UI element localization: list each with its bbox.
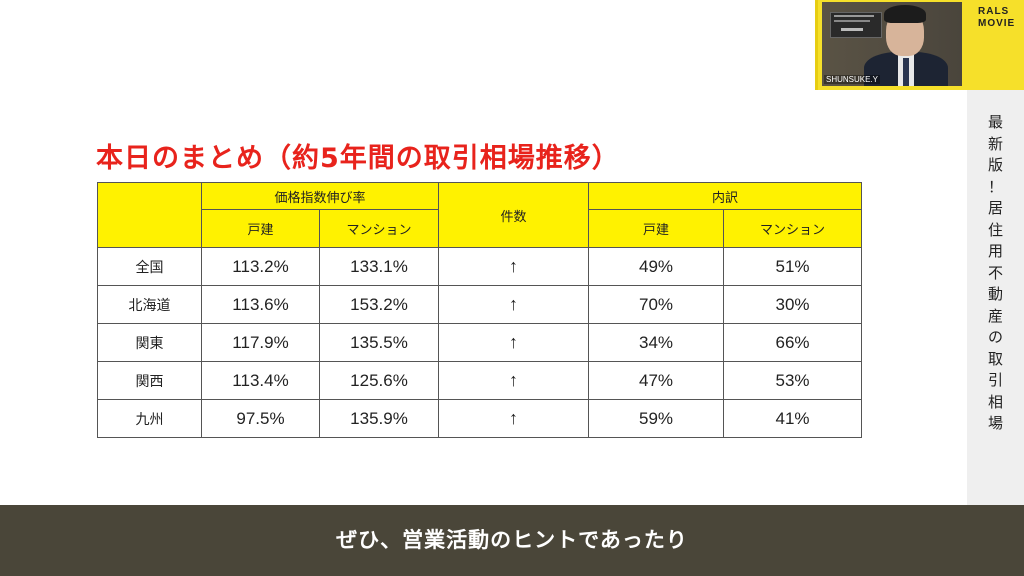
header-price-index: 価格指数伸び率 — [200, 182, 440, 210]
mansion-index-cell: 153.2% — [318, 285, 440, 324]
vertical-title-char: 最 — [987, 113, 1003, 131]
mansion-index-cell: 133.1% — [318, 247, 440, 286]
detached-share-cell: 70% — [588, 285, 725, 324]
presenter-tie — [903, 58, 909, 86]
header-detached-share: 戸建 — [588, 209, 725, 248]
vertical-title-char: 取 — [987, 349, 1003, 368]
caption-text: ぜひ、営業活動のヒントであったり — [336, 528, 688, 552]
vertical-title-char: 相 — [987, 392, 1003, 411]
detached-share-cell: 47% — [588, 361, 725, 400]
region-cell: 関西 — [97, 361, 202, 400]
detached-index-cell: 113.2% — [201, 247, 320, 286]
detached-index-cell: 113.6% — [201, 285, 320, 324]
count-trend-cell: ↑ — [438, 323, 590, 362]
vertical-title-char: の — [987, 328, 1003, 346]
vertical-title-char: 場 — [987, 414, 1003, 432]
vertical-title-char: 用 — [987, 242, 1003, 260]
count-trend-cell: ↑ — [438, 285, 590, 324]
detached-index-cell: 97.5% — [201, 399, 320, 438]
region-cell: 九州 — [97, 399, 202, 438]
mansion-share-cell: 53% — [723, 361, 863, 400]
mansion-index-cell: 135.9% — [318, 399, 440, 438]
header-breakdown: 内訳 — [588, 182, 863, 210]
table-row: 北海道 113.6% 153.2% ↑ 70% 30% — [97, 285, 863, 324]
mansion-share-cell: 51% — [723, 247, 863, 286]
vertical-title-char: 版 — [987, 156, 1003, 174]
vertical-title-char: 動 — [987, 285, 1003, 303]
detached-share-cell: 49% — [588, 247, 725, 286]
vertical-title-char: ！ — [987, 177, 1003, 196]
table-row: 関東 117.9% 135.5% ↑ 34% 66% — [97, 323, 863, 362]
mansion-index-cell: 125.6% — [318, 361, 440, 400]
vertical-title-char: 引 — [987, 371, 1003, 389]
header-mansion: マンション — [318, 209, 440, 248]
count-trend-cell: ↑ — [438, 361, 590, 400]
count-trend-cell: ↑ — [438, 399, 590, 438]
table-header-row-1: 価格指数伸び率 件数 内訳 — [97, 182, 863, 248]
logo-line-1: RALS — [978, 6, 1010, 17]
summary-table: 価格指数伸び率 件数 内訳 戸建 マンション 戸建 マンション 全国 113.2… — [97, 182, 863, 438]
slide-title: 本日のまとめ（約5年間の取引相場推移） — [96, 143, 620, 174]
vertical-title-sidebar: 最 新 版 ！ 居 住 用 不 動 産 の 取 引 相 場 — [967, 90, 1024, 505]
detached-share-cell: 59% — [588, 399, 725, 438]
mansion-share-cell: 30% — [723, 285, 863, 324]
header-corner-cell — [97, 182, 202, 248]
header-detached: 戸建 — [201, 209, 320, 248]
table-header-row-2: 戸建 マンション 戸建 マンション — [98, 209, 863, 248]
vertical-title-char: 新 — [987, 134, 1003, 153]
header-mansion-share: マンション — [723, 209, 863, 248]
mansion-share-cell: 66% — [723, 323, 863, 362]
region-cell: 北海道 — [97, 285, 202, 324]
wall-sign — [830, 12, 882, 38]
table-row: 九州 97.5% 135.9% ↑ 59% 41% — [97, 399, 863, 438]
vertical-title-char: 産 — [987, 306, 1003, 325]
table-row: 全国 113.2% 133.1% ↑ 49% 51% — [97, 247, 863, 286]
count-trend-cell: ↑ — [438, 247, 590, 286]
slide-area: 本日のまとめ（約5年間の取引相場推移） 価格指数伸び率 件数 内訳 戸建 マンシ… — [96, 143, 863, 438]
rals-movie-logo: RALS MOVIE — [978, 6, 1018, 30]
vertical-title-char: 不 — [987, 263, 1003, 282]
presenter-hair — [884, 5, 926, 23]
header-count: 件数 — [438, 182, 590, 248]
detached-index-cell: 113.4% — [201, 361, 320, 400]
mansion-share-cell: 41% — [723, 399, 863, 438]
vertical-title-char: 住 — [987, 220, 1003, 239]
mansion-index-cell: 135.5% — [318, 323, 440, 362]
webcam-overlay: SHUNSUKE.Y RALS MOVIE — [815, 0, 1024, 90]
vertical-title-char: 居 — [987, 199, 1003, 217]
detached-share-cell: 34% — [588, 323, 725, 362]
region-cell: 全国 — [97, 247, 202, 286]
logo-line-2: MOVIE — [978, 18, 1016, 29]
vertical-title: 最 新 版 ！ 居 住 用 不 動 産 の 取 引 相 場 — [967, 112, 1024, 435]
presenter-video: SHUNSUKE.Y — [822, 2, 962, 86]
table-row: 関西 113.4% 125.6% ↑ 47% 53% — [97, 361, 863, 400]
caption-bar: ぜひ、営業活動のヒントであったり — [0, 505, 1024, 576]
detached-index-cell: 117.9% — [201, 323, 320, 362]
presenter-name-tag: SHUNSUKE.Y — [824, 75, 881, 84]
region-cell: 関東 — [97, 323, 202, 362]
